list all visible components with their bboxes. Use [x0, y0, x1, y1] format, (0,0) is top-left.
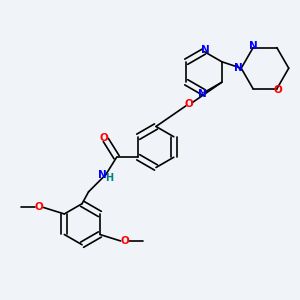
- Text: N: N: [98, 169, 106, 179]
- Text: N: N: [249, 41, 257, 51]
- Text: O: O: [274, 85, 283, 95]
- Text: N: N: [198, 89, 207, 99]
- Text: N: N: [234, 63, 243, 73]
- Text: N: N: [201, 45, 210, 55]
- Text: O: O: [100, 134, 109, 143]
- Text: O: O: [121, 236, 130, 246]
- Text: O: O: [184, 99, 193, 110]
- Text: H: H: [105, 172, 113, 182]
- Text: O: O: [35, 202, 44, 212]
